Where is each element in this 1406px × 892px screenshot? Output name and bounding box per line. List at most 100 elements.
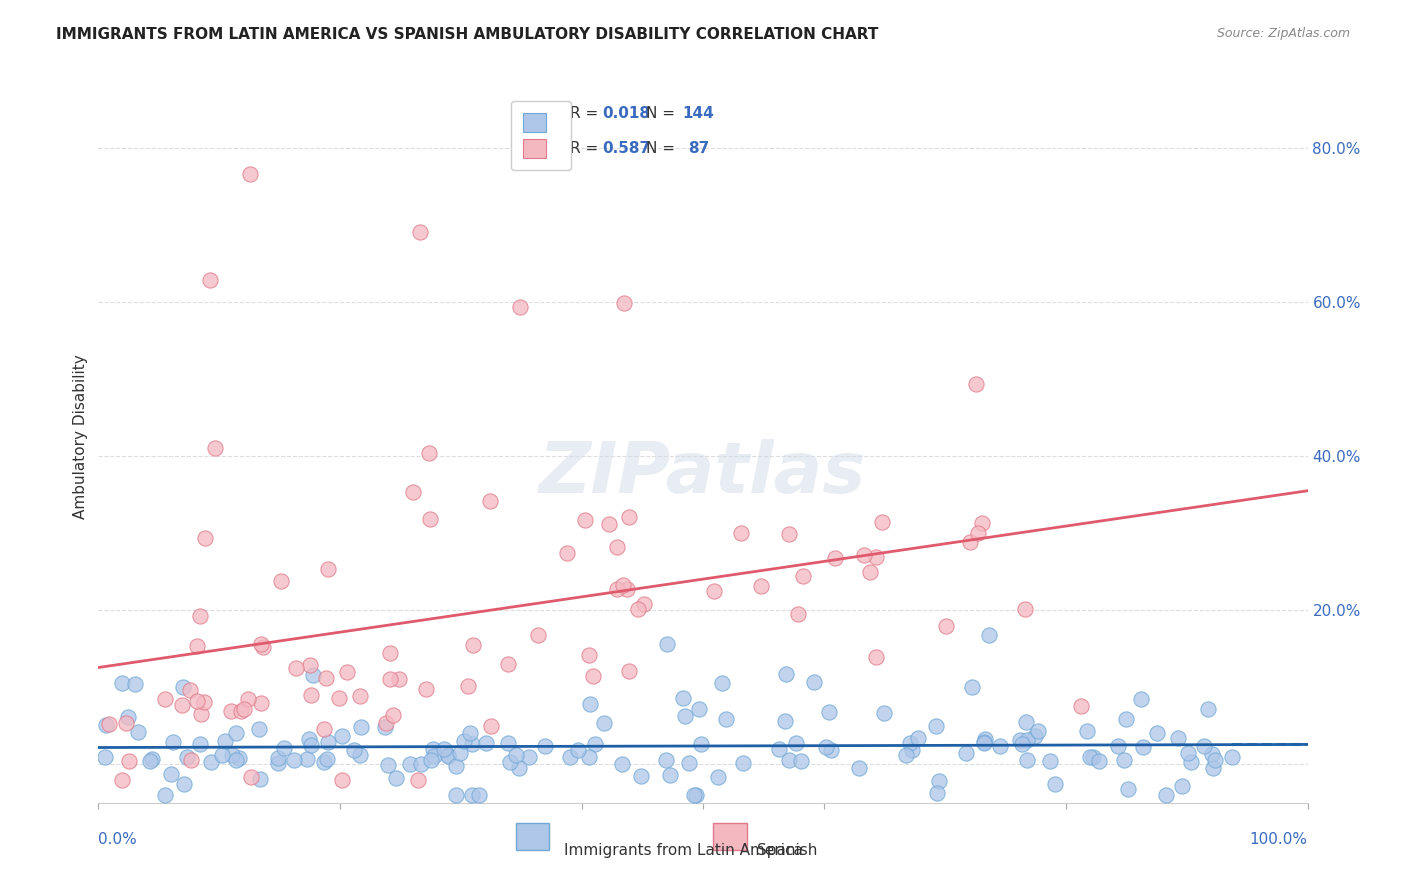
Point <box>612 578 634 592</box>
Point <box>349 690 371 704</box>
Point <box>582 668 605 682</box>
Text: 0.587: 0.587 <box>603 141 651 156</box>
Point <box>977 628 1000 642</box>
Point <box>1146 726 1168 740</box>
Point <box>567 742 589 756</box>
Point <box>1201 747 1223 762</box>
Point <box>785 736 807 750</box>
Point <box>574 513 596 527</box>
Point <box>315 752 337 766</box>
Text: 0.018: 0.018 <box>603 106 651 121</box>
Point <box>630 769 652 783</box>
Point <box>188 737 211 751</box>
Point <box>526 627 548 641</box>
Point <box>496 657 519 672</box>
Point <box>247 723 270 737</box>
Point <box>249 696 271 710</box>
Point <box>139 754 162 768</box>
Point <box>907 731 929 746</box>
Point <box>970 516 993 531</box>
Point <box>350 720 373 734</box>
Point <box>894 747 917 762</box>
Point <box>1015 732 1038 747</box>
Point <box>790 754 813 768</box>
Y-axis label: Ambulatory Disability: Ambulatory Disability <box>73 355 89 519</box>
Point <box>162 734 184 748</box>
Point <box>616 582 638 596</box>
Point <box>172 680 194 694</box>
Point <box>188 609 211 624</box>
Point <box>612 757 634 772</box>
Point <box>848 761 870 775</box>
Point <box>194 531 217 545</box>
Point <box>232 702 254 716</box>
Text: Immigrants from Latin America: Immigrants from Latin America <box>564 843 803 858</box>
Point <box>330 772 353 787</box>
Point <box>657 637 679 651</box>
Point <box>678 756 700 770</box>
Point <box>266 756 288 770</box>
Point <box>198 273 221 287</box>
Point <box>111 772 134 787</box>
Point <box>803 674 825 689</box>
Point <box>859 565 882 579</box>
Point <box>1014 602 1036 616</box>
Point <box>778 753 800 767</box>
Point <box>1076 723 1098 738</box>
Point <box>496 736 519 750</box>
Point <box>349 748 371 763</box>
Point <box>330 729 353 743</box>
Point <box>1115 712 1137 726</box>
Point <box>211 748 233 763</box>
Point <box>974 731 997 746</box>
Point <box>115 715 138 730</box>
Point <box>186 694 208 708</box>
Point <box>463 638 485 652</box>
Point <box>973 735 995 749</box>
Point <box>193 695 215 709</box>
Point <box>1039 754 1062 768</box>
Point <box>118 755 141 769</box>
Point <box>402 484 425 499</box>
Point <box>1192 739 1215 753</box>
Bar <box>516 822 550 850</box>
Point <box>900 743 922 757</box>
Point <box>517 750 540 764</box>
Point <box>558 749 581 764</box>
Point <box>170 698 193 712</box>
Point <box>180 753 202 767</box>
Point <box>449 746 471 760</box>
Point <box>301 668 323 682</box>
Point <box>214 733 236 747</box>
Point <box>935 619 957 633</box>
Point <box>190 706 212 721</box>
Point <box>420 753 443 767</box>
Point <box>1088 754 1111 768</box>
Point <box>1177 746 1199 760</box>
Point <box>672 690 695 705</box>
Text: ZIPatlas: ZIPatlas <box>540 439 866 508</box>
Point <box>423 749 446 764</box>
Text: 87: 87 <box>689 141 710 156</box>
Point <box>299 738 322 752</box>
Point <box>578 697 600 711</box>
Point <box>690 737 713 751</box>
Text: IMMIGRANTS FROM LATIN AMERICA VS SPANISH AMBULATORY DISABILITY CORRELATION CHART: IMMIGRANTS FROM LATIN AMERICA VS SPANISH… <box>56 27 879 42</box>
Point <box>186 639 208 653</box>
Point <box>818 706 841 720</box>
Point <box>1112 753 1135 767</box>
Point <box>98 717 121 731</box>
Point <box>617 664 640 678</box>
Point <box>273 741 295 756</box>
Text: 144: 144 <box>682 106 714 121</box>
Point <box>1170 779 1192 793</box>
Point <box>1132 739 1154 754</box>
Point <box>1083 750 1105 764</box>
Point <box>619 509 641 524</box>
Point <box>509 300 531 314</box>
Point <box>153 788 176 802</box>
Point <box>1201 761 1223 775</box>
Point <box>204 441 226 455</box>
Point <box>1008 733 1031 747</box>
Point <box>479 494 502 508</box>
